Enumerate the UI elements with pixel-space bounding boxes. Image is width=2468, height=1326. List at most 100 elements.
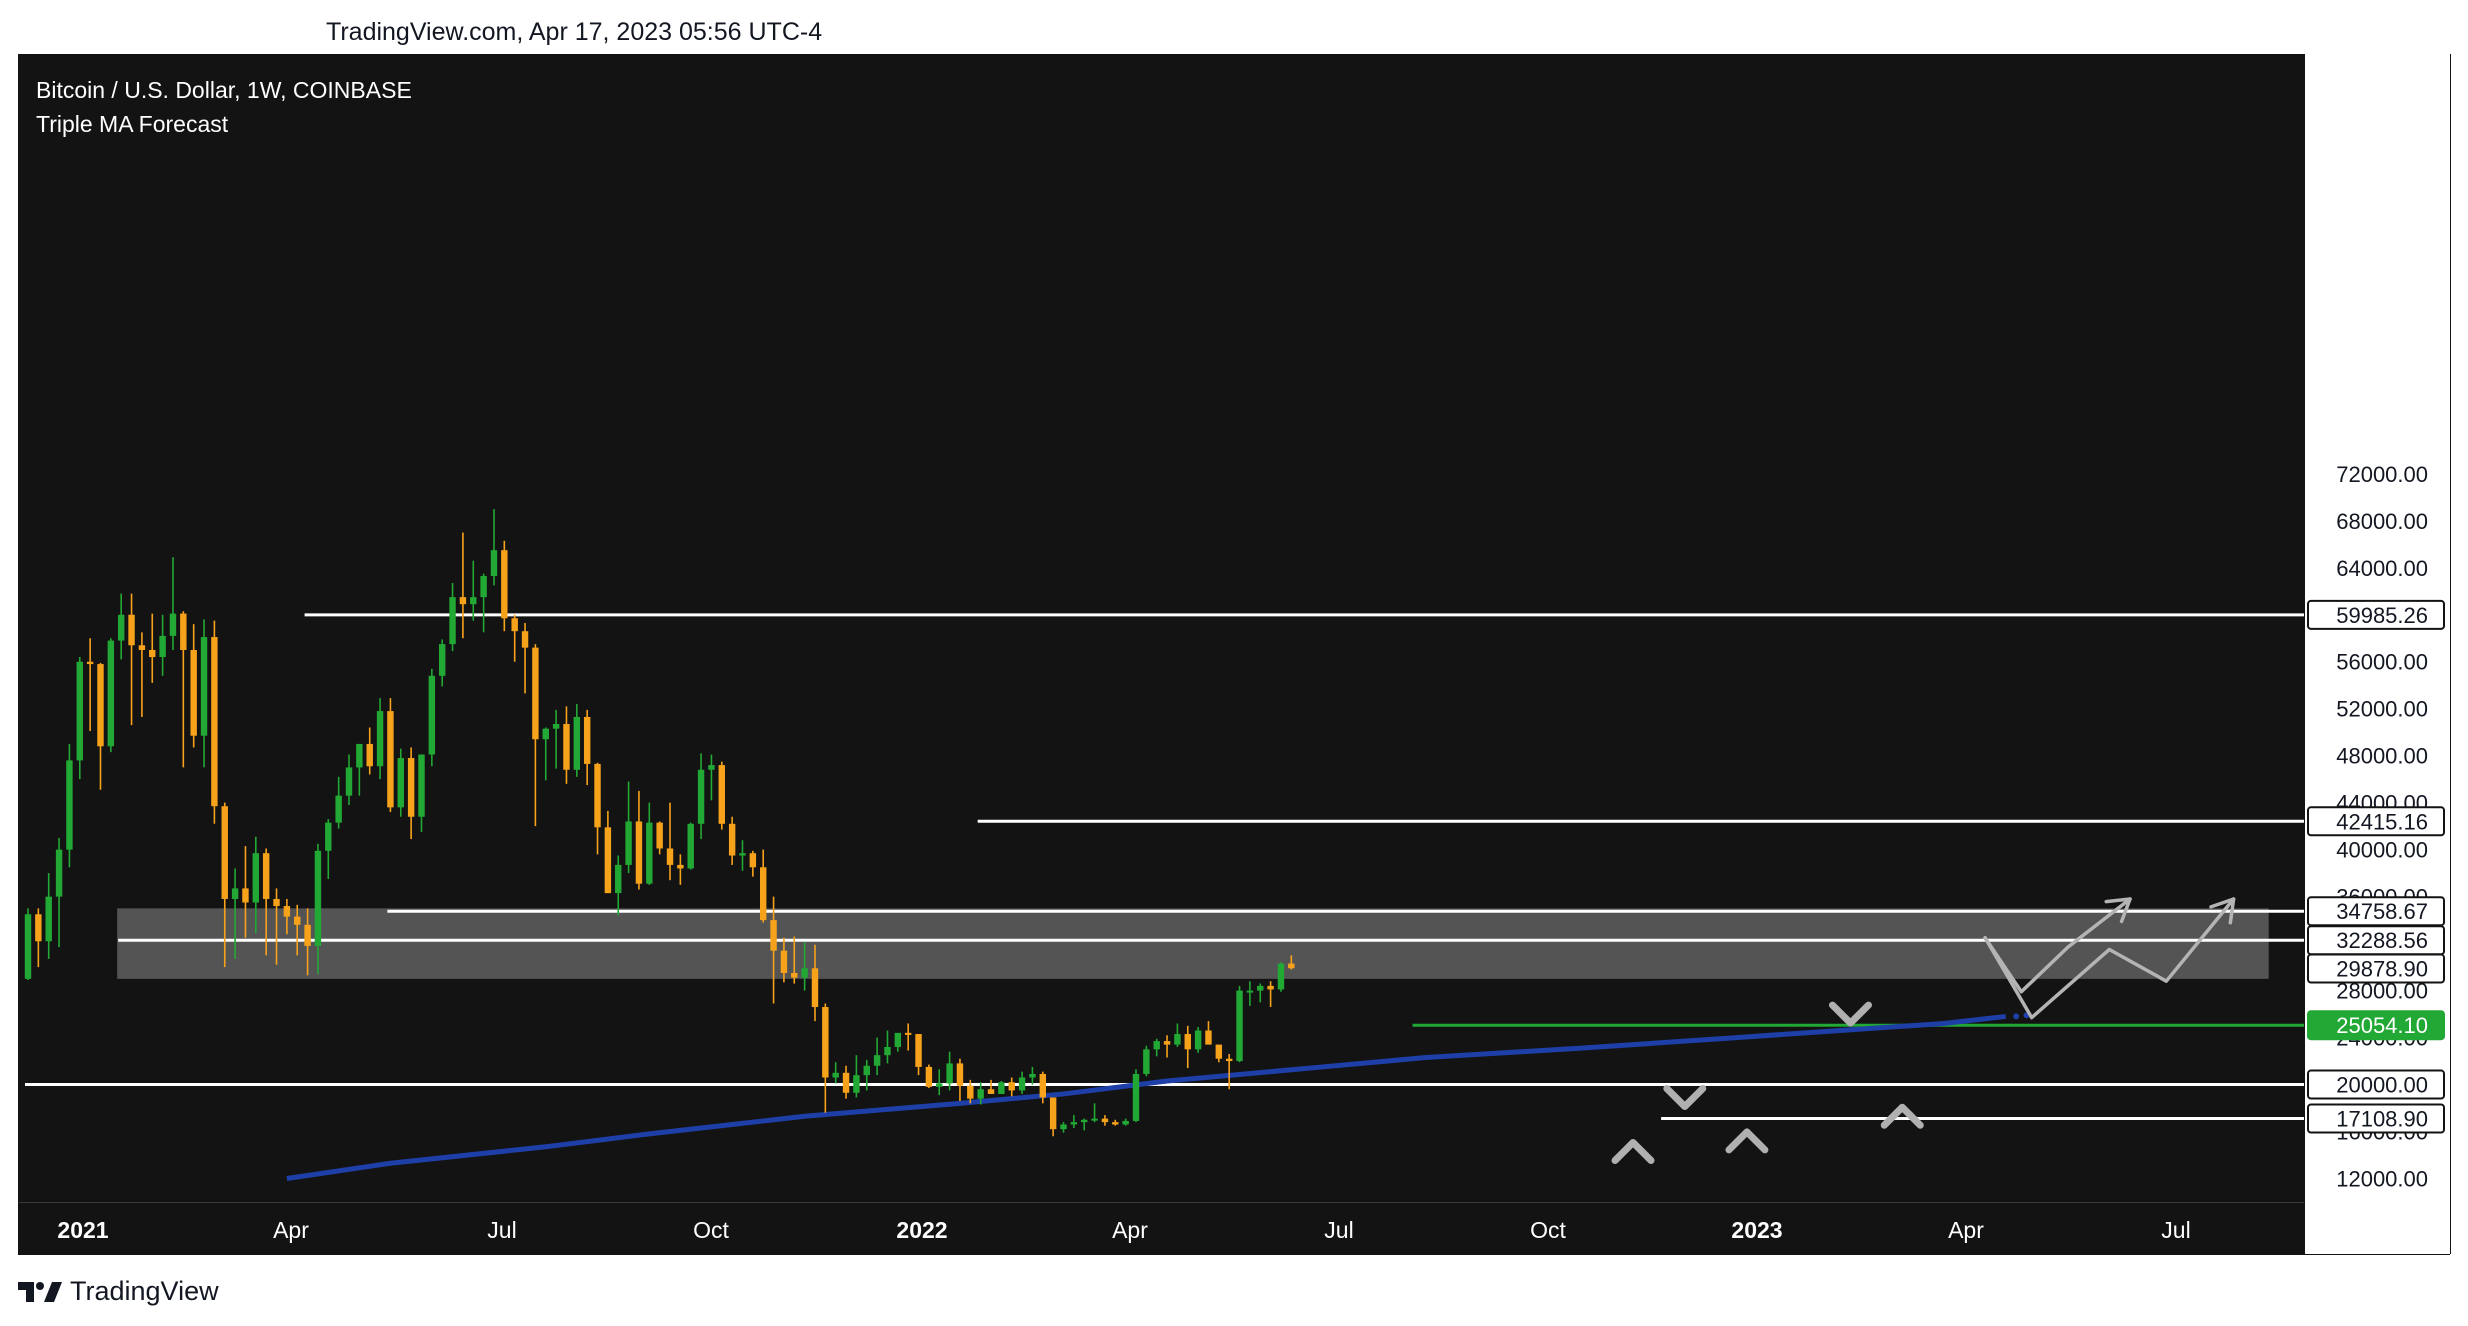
candle-up	[438, 644, 446, 676]
candle-up	[708, 765, 715, 770]
candle-down	[190, 649, 197, 736]
candle-up	[24, 914, 32, 979]
candle-down	[283, 906, 291, 917]
candle-down	[211, 637, 218, 807]
candle-down	[35, 914, 42, 942]
candle-down	[149, 649, 156, 658]
price-label-badge	[2307, 1010, 2445, 1041]
candle-down	[1215, 1044, 1223, 1059]
candle-down	[594, 763, 601, 828]
forecast-arrowhead	[2104, 897, 2132, 924]
candle-down	[304, 924, 311, 946]
candle-up	[418, 754, 425, 817]
candle-up	[159, 635, 166, 658]
candle-up	[55, 849, 63, 897]
candle-down	[511, 618, 518, 632]
candle-down	[180, 613, 187, 650]
candle-up	[946, 1063, 953, 1084]
candle-down	[387, 711, 394, 808]
chevron-down-icon	[1663, 1084, 1707, 1110]
candle-up	[1029, 1073, 1036, 1078]
candle-up	[356, 743, 363, 768]
tradingview-brand[interactable]: TradingView	[18, 1276, 219, 1307]
candle-up	[1018, 1077, 1026, 1091]
price-tick-label: 40000.00	[2336, 838, 2428, 863]
price-label-badge	[2307, 599, 2445, 630]
candle-down	[749, 853, 757, 868]
candle-down	[956, 1063, 964, 1086]
candle-up	[552, 723, 560, 729]
price-tick-label: 12000.00	[2336, 1167, 2428, 1192]
candle-down	[563, 723, 570, 770]
candle-up	[832, 1072, 839, 1078]
candle-up	[231, 888, 239, 899]
candle-down	[521, 631, 529, 648]
candle-up	[1277, 963, 1285, 990]
plot-background	[18, 54, 2304, 1254]
candle-down	[1112, 1122, 1119, 1125]
candle-down	[987, 1089, 995, 1094]
time-axis-label: Apr	[1948, 1217, 1984, 1243]
candle-up	[687, 823, 694, 869]
candle-down	[604, 827, 612, 894]
price-tick-label: 52000.00	[2336, 697, 2428, 722]
consolidation-zone-layer	[117, 908, 2269, 979]
candle-down	[532, 647, 539, 740]
candle-up	[1091, 1118, 1098, 1121]
candle-down	[242, 888, 249, 903]
legend-symbol: Bitcoin / U.S. Dollar, 1W, COINBASE	[36, 77, 412, 103]
candle-down	[262, 853, 270, 899]
candle-up	[325, 822, 332, 851]
candle-up	[1132, 1073, 1140, 1121]
candle-up	[615, 864, 622, 894]
candle-down	[221, 806, 228, 899]
candle-up	[1081, 1119, 1088, 1123]
candle-up	[884, 1046, 891, 1056]
candle-up	[117, 614, 125, 641]
price-tick-label: 56000.00	[2336, 650, 2428, 675]
price-label: 34758.67	[2336, 899, 2428, 924]
candle-down	[718, 765, 725, 824]
candle-up	[977, 1089, 984, 1099]
candle-up	[1236, 990, 1243, 1062]
price-label-badge	[2307, 1103, 2445, 1134]
snapshot-caption: TradingView.com, Apr 17, 2023 05:56 UTC-…	[326, 18, 823, 46]
chevron-up-icon	[1880, 1103, 1924, 1129]
candle-up	[1174, 1034, 1181, 1045]
candle-down	[459, 597, 467, 605]
price-tick-label: 48000.00	[2336, 744, 2428, 769]
candle-up	[345, 767, 353, 796]
candle-up	[1122, 1120, 1129, 1125]
forecast-path-0	[1983, 897, 2132, 994]
candle-down	[925, 1066, 933, 1087]
candle-down	[635, 821, 643, 884]
candle-down	[1163, 1041, 1171, 1045]
candle-down	[128, 614, 135, 646]
price-axis: 72000.0068000.0064000.0060000.0056000.00…	[2307, 462, 2445, 1192]
candle-down	[728, 823, 736, 856]
candle-up	[449, 597, 456, 645]
candle-down	[1205, 1030, 1212, 1045]
time-axis-label: 2022	[896, 1217, 947, 1243]
legend-indicator: Triple MA Forecast	[36, 111, 229, 137]
price-label-badge	[2307, 1069, 2445, 1100]
chevron-up-icon	[1725, 1128, 1769, 1154]
candle-down	[1288, 963, 1295, 969]
candle-down	[811, 968, 819, 1008]
price-label-badge	[2307, 896, 2445, 927]
candle-up	[801, 968, 808, 978]
candle-down	[791, 972, 798, 978]
time-axis: 2021 Apr Jul Oct 2022 Apr Jul Oct 2023 Apr Jul	[57, 1217, 2190, 1243]
chevron-up-icon	[1611, 1138, 1655, 1164]
candle-up	[873, 1055, 881, 1066]
candle-up	[252, 853, 260, 903]
price-label-badge	[2307, 806, 2445, 837]
candle-down	[1225, 1058, 1233, 1062]
candle-up	[480, 575, 487, 598]
candle-down	[666, 848, 674, 865]
candle-up	[107, 640, 115, 747]
time-axis-label: Jul	[1324, 1217, 1353, 1243]
moving-average-line	[286, 1013, 2007, 1181]
